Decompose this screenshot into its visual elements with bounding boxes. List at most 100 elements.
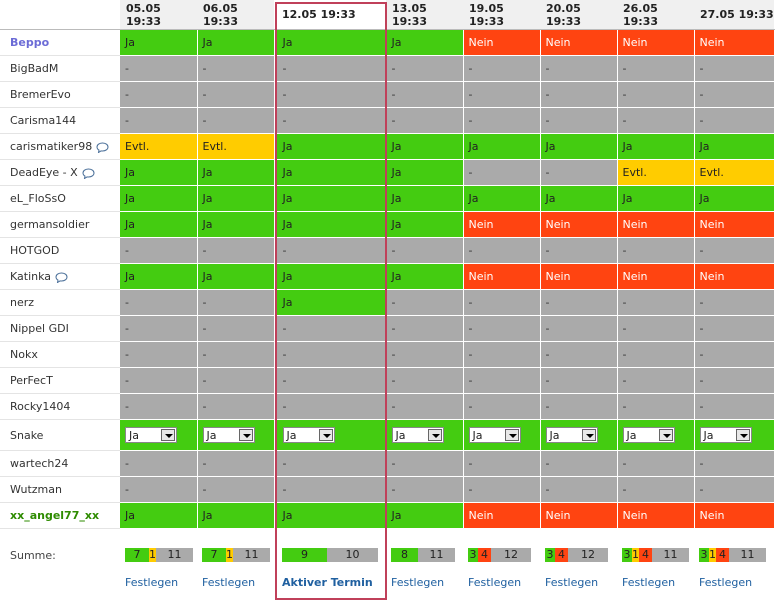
availability-cell[interactable]: Ja [120,419,198,451]
availability-value: - [468,348,473,361]
member-name-label: germansoldier [10,218,90,231]
member-name-label: HOTGOD [10,244,60,257]
comment-bubble-icon[interactable] [82,167,95,179]
availability-cell: Ja [120,159,198,186]
availability-cell[interactable]: Ja [694,419,775,451]
availability-cell: - [386,393,464,420]
table-row: BigBadM - - - - - - - - [0,55,775,82]
availability-cell: Ja [197,185,275,212]
availability-cell: - [386,450,464,477]
availability-select[interactable]: Ja [282,427,335,443]
table-row: wartech24 - - - - - - - - [0,450,775,477]
availability-value: - [468,322,473,335]
availability-cell: - [694,450,775,477]
chevron-down-icon[interactable] [238,429,253,441]
availability-value: - [391,114,396,127]
availability-value: Nein [699,36,725,49]
availability-cell: Ja [120,185,198,212]
availability-cell: - [463,107,541,134]
availability-value: - [391,62,396,75]
festlegen-link[interactable]: Festlegen [125,575,179,589]
member-name-label: xx_angel77_xx [10,509,100,522]
availability-cell[interactable]: Ja [274,419,387,451]
availability-cell: - [274,367,387,394]
festlegen-link[interactable]: Festlegen [391,575,445,589]
availability-value: - [622,483,627,496]
availability-cell: Nein [694,502,775,529]
comment-bubble-icon[interactable] [96,141,109,153]
availability-cell: Nein [694,211,775,238]
availability-select[interactable]: Ja [699,427,752,443]
summary-segment-ja: 9 [282,548,327,562]
availability-value: - [699,296,704,309]
availability-cell: Ja [617,185,695,212]
member-name: BremerEvo [0,81,120,108]
availability-cell: - [120,237,198,264]
availability-cell[interactable]: Ja [617,419,695,451]
availability-value: - [391,296,396,309]
availability-cell[interactable]: Ja [540,419,618,451]
summary-segment-evtl: 1 [709,548,716,562]
availability-cell: Ja [120,211,198,238]
availability-cell[interactable]: Ja [197,419,275,451]
availability-value: Ja [202,509,213,522]
availability-select[interactable]: Ja [391,427,444,443]
availability-cell: Ja [694,185,775,212]
availability-select[interactable]: Ja [125,427,177,443]
availability-value: Ja [282,36,293,49]
availability-value: Ja [125,218,135,231]
chevron-down-icon[interactable] [581,429,596,441]
summary-segment-ja: 8 [391,548,418,562]
table-row: Snake Ja Ja Ja Ja Ja Ja Ja Ja [0,419,775,451]
availability-cell: Evtl. [197,133,275,160]
availability-cell: - [274,476,387,503]
availability-cell: - [274,393,387,420]
availability-cell: - [120,393,198,420]
member-name[interactable]: Beppo [0,29,120,56]
festlegen-link[interactable]: Festlegen [202,575,256,589]
availability-value: Nein [468,509,494,522]
member-name-label: carismatiker98 [10,140,93,153]
availability-select[interactable]: Ja [545,427,598,443]
chevron-down-icon[interactable] [427,429,442,441]
date-header: 13.05 19:33 [386,0,463,30]
availability-value: - [125,348,129,361]
availability-cell[interactable]: Ja [386,419,464,451]
availability-value: - [282,62,287,75]
date-header: 19.05 19:33 [463,0,540,30]
summary-segment-ja: 3 [545,548,555,562]
member-name-label: Nippel GDI [10,322,69,335]
date-header: 06.05 19:33 [197,0,274,30]
festlegen-link[interactable]: Festlegen [699,575,753,589]
chevron-down-icon[interactable] [504,429,519,441]
chevron-down-icon[interactable] [161,429,175,441]
availability-value: Nein [468,270,494,283]
availability-select[interactable]: Ja [202,427,255,443]
festlegen-link[interactable]: Festlegen [545,575,599,589]
availability-cell[interactable]: Ja [463,419,541,451]
table-row: carismatiker98 Evtl. Evtl. Ja Ja Ja Ja Ja Ja [0,133,775,160]
availability-value: - [282,348,287,361]
availability-value: - [391,457,396,470]
availability-cell: - [274,81,387,108]
chevron-down-icon[interactable] [658,429,673,441]
chevron-down-icon[interactable] [318,429,333,441]
availability-select[interactable]: Ja [622,427,675,443]
availability-select[interactable]: Ja [468,427,521,443]
summary-segment-ja: 3 [622,548,632,562]
comment-bubble-icon[interactable] [55,271,68,283]
member-name: Katinka [0,263,120,290]
availability-cell: - [617,55,695,82]
availability-value: - [622,400,627,413]
chevron-down-icon[interactable] [735,429,750,441]
availability-cell: - [197,289,275,316]
availability-value: - [202,348,207,361]
availability-value: Nein [545,270,571,283]
availability-cell: - [197,315,275,342]
member-name-label: Beppo [10,36,50,49]
festlegen-link[interactable]: Festlegen [622,575,676,589]
availability-cell: Ja [120,502,198,529]
summary-segment-ja: 3 [699,548,709,562]
festlegen-link[interactable]: Festlegen [468,575,522,589]
availability-cell: Ja [274,133,387,160]
